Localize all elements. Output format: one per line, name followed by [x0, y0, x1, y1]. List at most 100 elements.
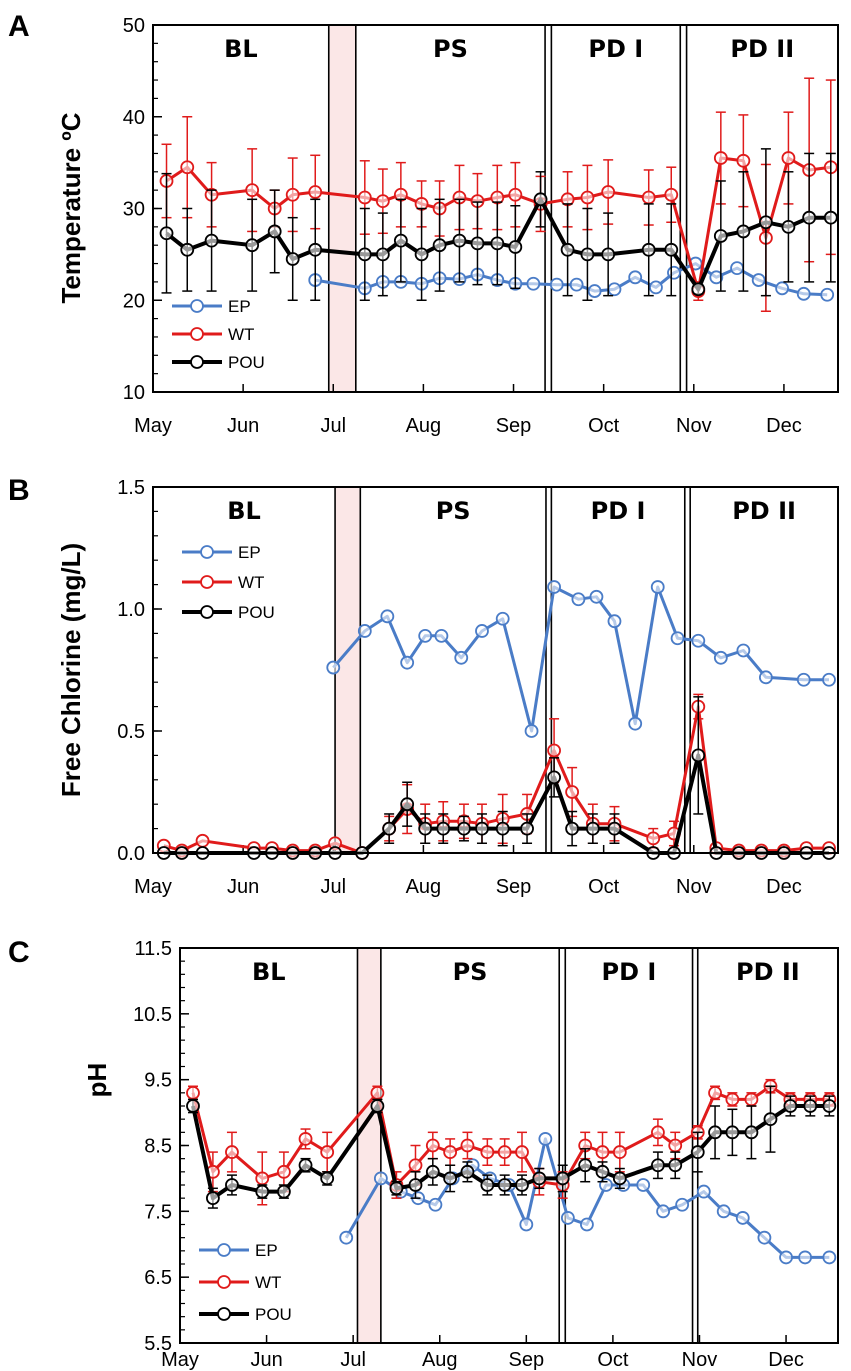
data-point-wt: [580, 190, 595, 205]
plot-frame-a: [152, 24, 839, 393]
data-point-pou: [495, 821, 510, 836]
data-point-ep: [822, 672, 836, 687]
data-point-ep: [418, 628, 433, 643]
data-point-wt: [565, 785, 580, 799]
data-point-pou: [533, 192, 548, 207]
x-tick-label: Dec: [768, 1349, 804, 1371]
data-point-pou: [668, 1158, 683, 1173]
x-tick-label: Jun: [227, 415, 259, 437]
data-point-wt: [736, 153, 751, 168]
data-point-pou: [408, 1178, 423, 1192]
legend-a: EP WT POU: [172, 297, 265, 372]
data-point-wt: [255, 1171, 270, 1186]
data-point-pou: [595, 1164, 610, 1179]
data-point-pou: [691, 748, 706, 763]
data-point-ep: [796, 672, 811, 687]
x-tick-label: Jun: [250, 1349, 282, 1371]
data-point-ep: [713, 650, 728, 665]
data-point-ep: [758, 670, 773, 685]
data-point-pou: [370, 1099, 385, 1113]
phase-label: PD II: [730, 35, 794, 63]
data-point-wt: [320, 1145, 335, 1159]
y-axis-label-b: Free Chlorine (mg/L): [56, 543, 86, 797]
y-tick-label: 9.5: [144, 1070, 172, 1092]
phase-label: BL: [224, 35, 258, 63]
data-point-pou: [357, 247, 372, 262]
data-point-wt: [725, 1092, 740, 1107]
data-point-wt: [408, 1158, 423, 1173]
data-point-pou: [225, 1178, 239, 1192]
data-point-pou: [607, 821, 622, 836]
data-point-ep: [538, 1132, 553, 1146]
phase-label: BL: [252, 958, 286, 986]
data-point-pou: [276, 1184, 291, 1199]
x-tick-label: Oct: [597, 1349, 629, 1371]
data-point-pou: [725, 1125, 740, 1140]
data-point-pou: [763, 1112, 778, 1127]
data-point-pou: [414, 247, 429, 262]
data-point-wt: [497, 1145, 512, 1159]
data-point-ep: [607, 614, 622, 629]
x-tick-label: Nov: [676, 876, 712, 898]
data-point-ep: [675, 1197, 690, 1212]
data-point-ep: [326, 660, 341, 675]
x-tick-label: Aug: [406, 876, 442, 898]
x-tick-label: Oct: [588, 876, 620, 898]
data-point-ep: [691, 633, 706, 648]
data-point-pou: [803, 1099, 818, 1113]
data-point-ep: [587, 284, 602, 298]
data-point-pou: [320, 1171, 335, 1186]
data-point-ep: [757, 1230, 772, 1245]
data-point-ep: [628, 270, 643, 285]
data-point-pou: [475, 821, 489, 836]
panel-label-c: C: [8, 936, 30, 969]
x-tick-label: Aug: [422, 1349, 458, 1371]
data-point-ep: [736, 643, 751, 658]
data-point-ep: [571, 592, 586, 607]
data-point-wt: [595, 1145, 610, 1159]
y-tick-label: 0.0: [117, 843, 145, 865]
shade-band-c: [357, 948, 381, 1343]
data-point-pou: [612, 1171, 627, 1186]
legend-marker-ep: [200, 545, 214, 559]
y-tick-label: 7.5: [144, 1201, 172, 1223]
data-point-wt: [225, 1145, 239, 1159]
legend-label-pou-c: POU: [255, 1305, 292, 1324]
data-point-ep: [709, 270, 724, 285]
data-point-ep: [475, 624, 489, 638]
data-point-wt: [547, 743, 561, 758]
data-point-pou: [691, 282, 706, 297]
y-tick-label: 20: [123, 290, 145, 312]
data-point-pou: [508, 240, 523, 254]
data-point-pou: [490, 236, 505, 251]
x-tick-label: Nov: [682, 1349, 718, 1371]
data-point-pou: [520, 821, 534, 836]
data-point-ep: [607, 282, 622, 297]
x-tick-label: Jul: [320, 876, 346, 898]
data-point-ep: [775, 281, 790, 296]
data-point-ep: [434, 628, 449, 643]
data-point-ep: [798, 1250, 812, 1265]
x-tick-label: Dec: [766, 876, 802, 898]
data-point-pou: [400, 797, 415, 812]
x-tick-label: Sep: [496, 415, 532, 437]
legend-marker-wt: [190, 327, 204, 341]
data-point-pou: [452, 233, 467, 248]
data-point-ep: [400, 655, 415, 670]
data-point-pou: [267, 224, 282, 239]
phase-label: PD I: [602, 958, 657, 986]
data-point-pou: [560, 242, 575, 257]
data-point-ep: [735, 1211, 750, 1225]
data-point-wt: [370, 1085, 385, 1100]
data-point-wt: [308, 185, 323, 199]
x-tick-label: Aug: [406, 415, 442, 437]
data-point-pou: [690, 1145, 705, 1159]
data-point-wt: [744, 1092, 759, 1107]
data-point-pou: [651, 1158, 665, 1173]
x-tick-label: Sep: [509, 1349, 545, 1371]
data-point-wt: [601, 185, 616, 199]
data-point-pou: [641, 242, 656, 257]
data-point-ep: [667, 265, 681, 280]
data-point-wt: [641, 190, 656, 205]
